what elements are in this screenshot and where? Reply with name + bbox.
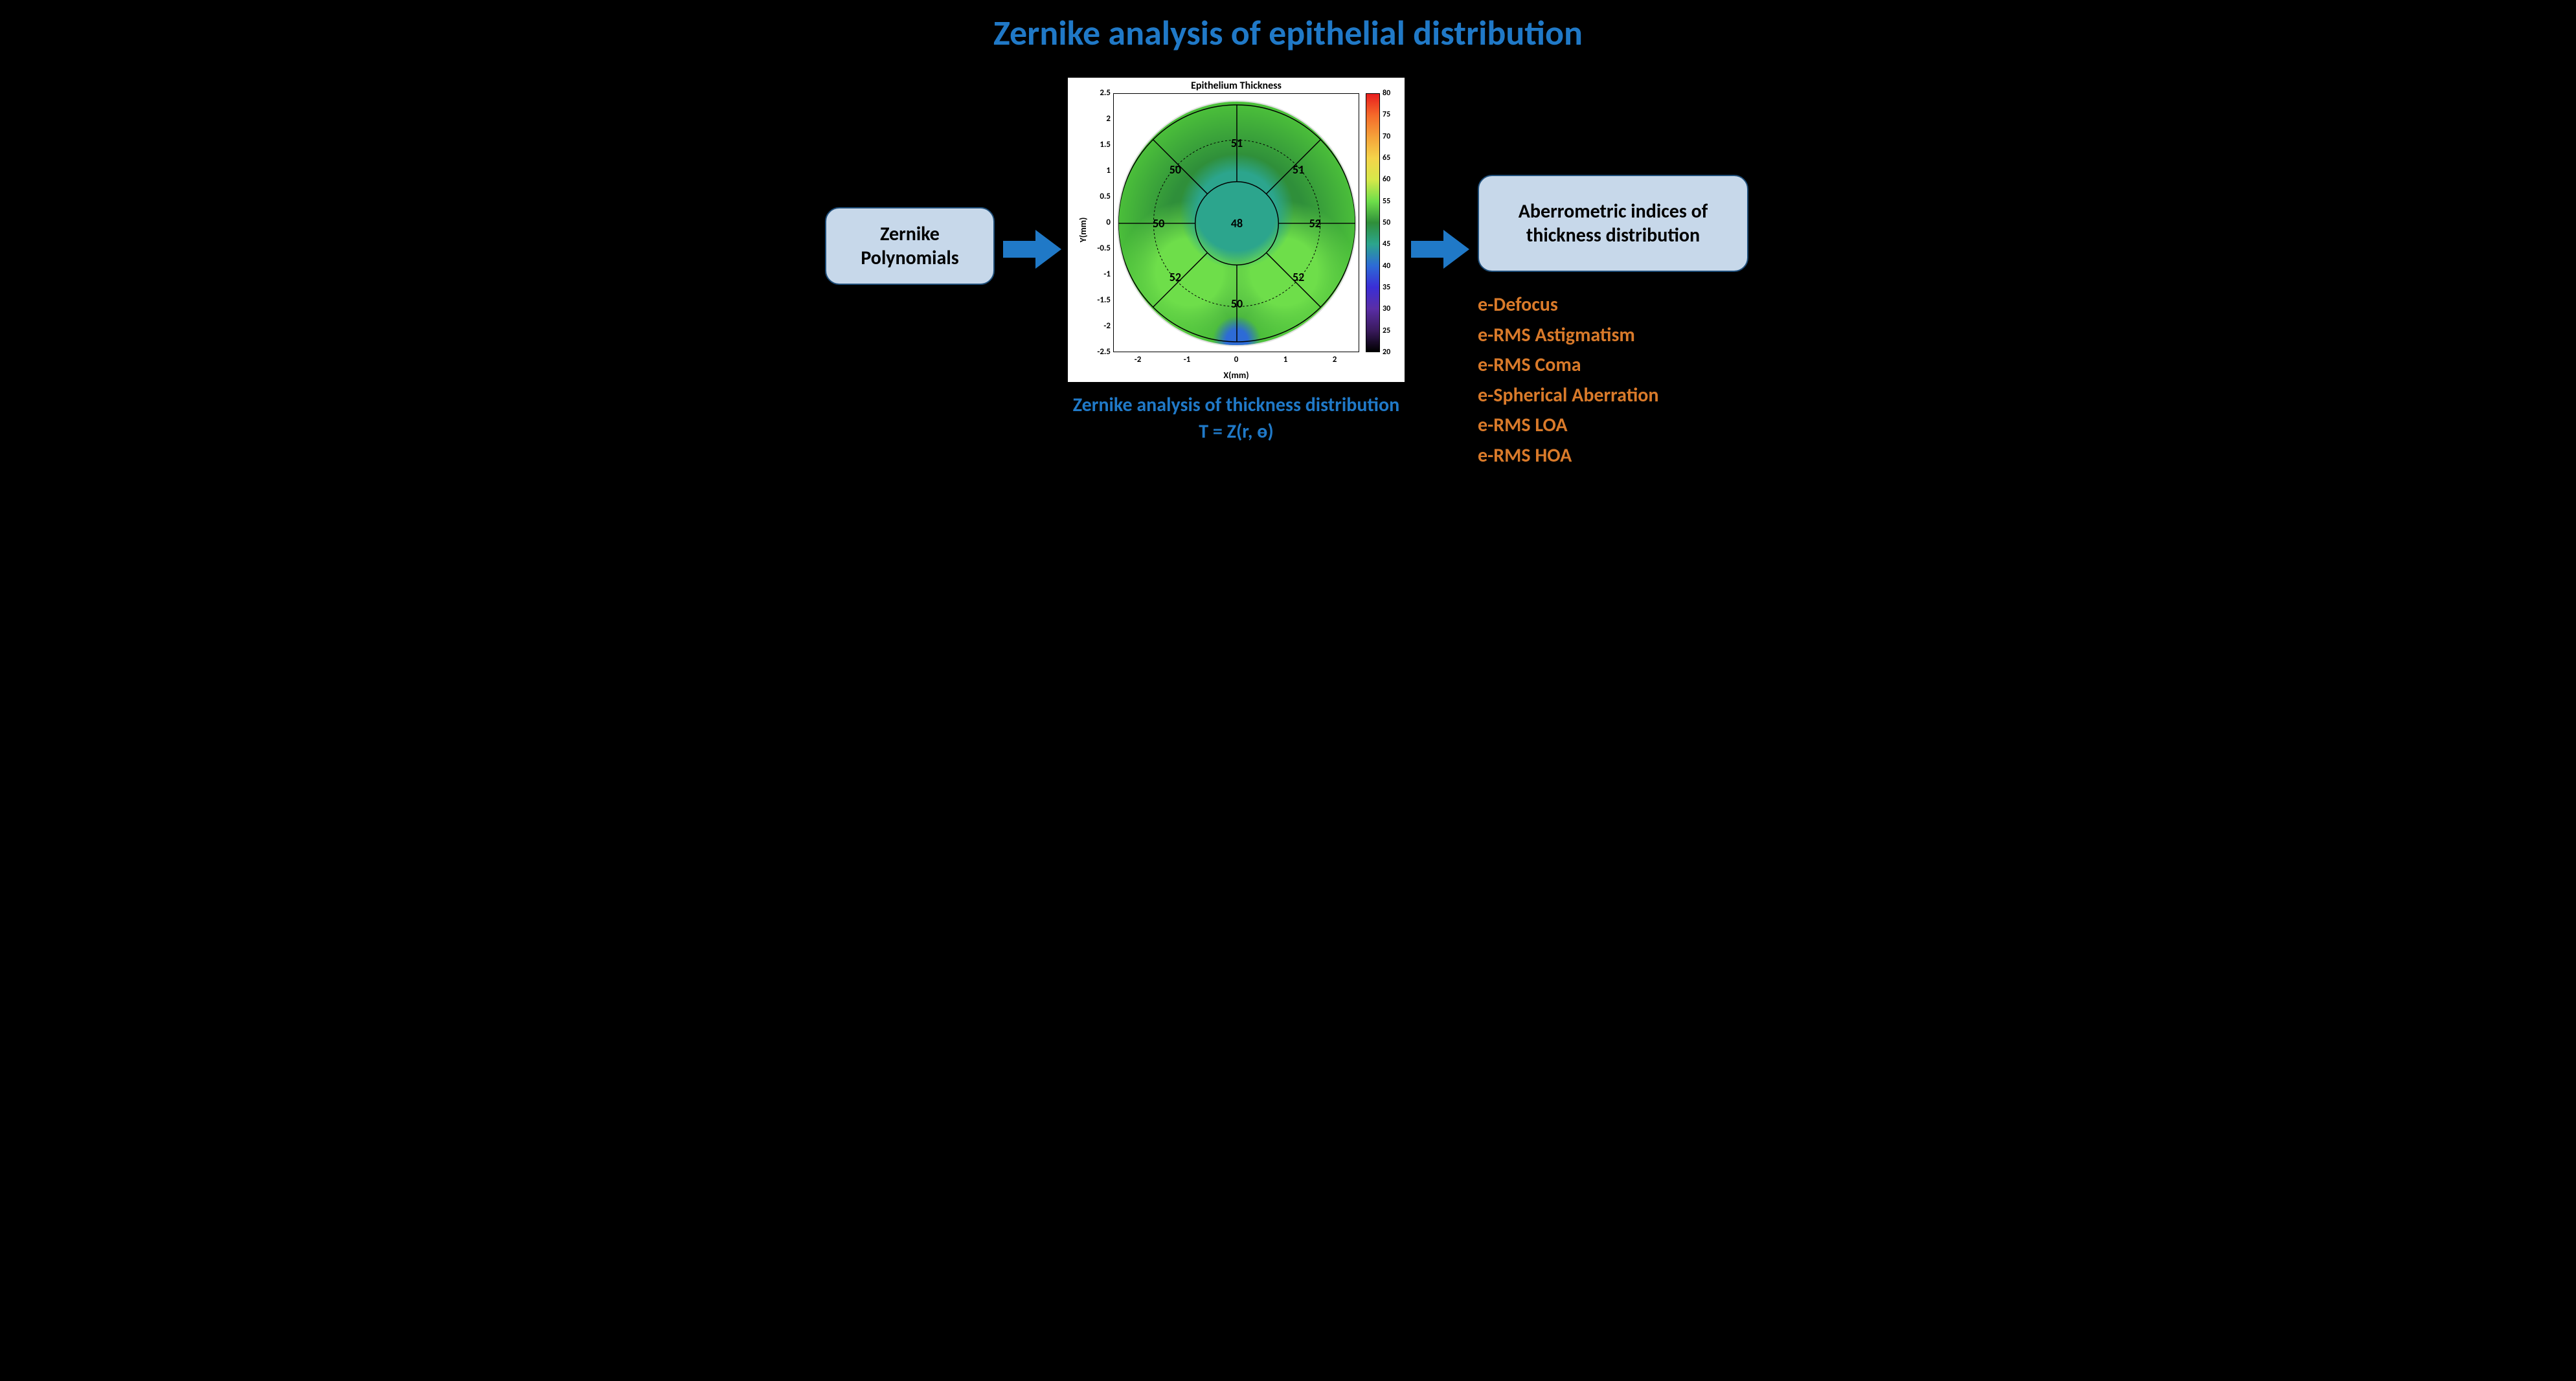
zone-bottom-right-value: 52 — [1293, 270, 1304, 284]
zone-top-value: 51 — [1231, 136, 1243, 150]
y-tick: -0.5 — [1087, 243, 1111, 253]
chart-plot-area: 48 51 51 52 52 50 52 50 50 — [1113, 93, 1359, 352]
y-tick: 2.5 — [1087, 88, 1111, 98]
y-tick: -1.5 — [1087, 295, 1111, 305]
y-tick: 0 — [1087, 218, 1111, 227]
colorbar-tick: 25 — [1383, 326, 1390, 335]
x-tick: -2 — [1135, 355, 1142, 365]
epithelium-thickness-chart: Epithelium Thickness Y(mm) — [1068, 78, 1405, 382]
chart-caption: Zernike analysis of thickness distributi… — [1035, 392, 1437, 445]
slide-title: Zernike analysis of epithelial distribut… — [802, 12, 1774, 54]
slide-root: Zernike analysis of epithelial distribut… — [802, 0, 1774, 521]
zone-left-value: 50 — [1153, 216, 1164, 230]
colorbar-tick: 55 — [1383, 197, 1390, 206]
colorbar-tick: 50 — [1383, 218, 1390, 227]
input-box-zernike-polynomials: Zernike Polynomials — [825, 207, 995, 285]
colorbar-tick: 40 — [1383, 262, 1390, 271]
colorbar-tick: 70 — [1383, 132, 1390, 141]
x-tick: 2 — [1333, 355, 1337, 365]
arrow-left-icon — [1003, 227, 1061, 272]
chart-title: Epithelium Thickness — [1068, 80, 1405, 92]
colorbar-tick: 80 — [1383, 89, 1390, 98]
x-tick: 1 — [1283, 355, 1288, 365]
y-tick: -2 — [1087, 321, 1111, 331]
colorbar-gradient — [1366, 93, 1380, 352]
index-item: e-RMS Coma — [1478, 350, 1659, 381]
index-item: e-RMS LOA — [1478, 410, 1659, 441]
zone-top-right-value: 51 — [1293, 163, 1304, 177]
y-tick: 0.5 — [1087, 192, 1111, 201]
index-item: e-Defocus — [1478, 290, 1659, 320]
arrow-right-icon — [1411, 227, 1469, 272]
index-item: e-RMS Astigmatism — [1478, 320, 1659, 351]
input-box-label: Zernike Polynomials — [834, 222, 986, 271]
zone-right-value: 52 — [1309, 216, 1321, 230]
colorbar-tick: 75 — [1383, 110, 1390, 119]
index-item: e-Spherical Aberration — [1478, 381, 1659, 411]
colorbar: 20253035404550556065707580 — [1366, 93, 1398, 352]
x-tick: -1 — [1184, 355, 1191, 365]
output-box-aberrometric-indices: Aberrometric indices of thickness distri… — [1478, 175, 1748, 272]
caption-line-1: Zernike analysis of thickness distributi… — [1035, 392, 1437, 419]
y-tick: 1.5 — [1087, 140, 1111, 150]
zone-bottom-value: 50 — [1231, 297, 1243, 311]
y-tick: 2 — [1087, 114, 1111, 124]
output-box-label: Aberrometric indices of thickness distri… — [1487, 199, 1739, 248]
x-axis-label: X(mm) — [1068, 370, 1405, 381]
zone-top-left-value: 50 — [1169, 163, 1181, 177]
zone-center-value: 48 — [1231, 216, 1243, 230]
thickness-map: 48 51 51 52 52 50 52 50 50 — [1117, 100, 1357, 346]
y-tick: -2.5 — [1087, 347, 1111, 357]
colorbar-tick: 65 — [1383, 153, 1390, 163]
colorbar-tick: 60 — [1383, 175, 1390, 184]
y-tick: -1 — [1087, 269, 1111, 279]
colorbar-tick: 35 — [1383, 283, 1390, 292]
y-tick: 1 — [1087, 166, 1111, 175]
zone-bottom-left-value: 52 — [1169, 270, 1181, 284]
index-item: e-RMS HOA — [1478, 441, 1659, 471]
colorbar-tick: 20 — [1383, 348, 1390, 357]
aberrometric-index-list: e-Defocus e-RMS Astigmatism e-RMS Coma e… — [1478, 290, 1659, 471]
caption-line-2: T = Z(r, ɵ) — [1035, 419, 1437, 445]
colorbar-tick: 45 — [1383, 240, 1390, 249]
colorbar-tick: 30 — [1383, 304, 1390, 313]
x-tick: 0 — [1234, 355, 1239, 365]
